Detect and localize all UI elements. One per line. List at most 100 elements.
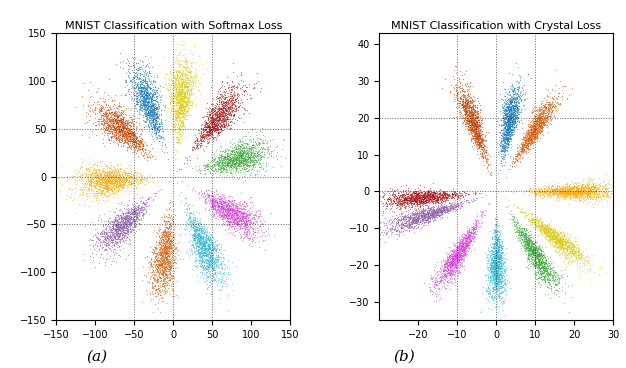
- Point: [96, 230, 106, 236]
- Point: [566, 244, 576, 250]
- Point: [200, 143, 210, 149]
- Point: [537, 115, 547, 121]
- Point: [577, 189, 587, 195]
- Point: [118, 176, 128, 182]
- Point: [146, 95, 156, 101]
- Point: [198, 130, 208, 135]
- Point: [572, 252, 582, 258]
- Point: [435, 208, 445, 213]
- Point: [224, 222, 234, 228]
- Point: [136, 209, 146, 215]
- Point: [503, 135, 513, 141]
- Point: [126, 207, 136, 213]
- Point: [136, 149, 146, 155]
- Point: [163, 233, 173, 239]
- Point: [180, 90, 190, 96]
- Point: [545, 225, 555, 231]
- Point: [108, 236, 118, 242]
- Point: [173, 138, 183, 144]
- Point: [467, 226, 477, 232]
- Point: [398, 201, 408, 207]
- Point: [160, 265, 170, 271]
- Point: [133, 141, 143, 147]
- Point: [103, 219, 113, 224]
- Point: [565, 237, 575, 243]
- Point: [446, 272, 456, 278]
- Point: [533, 261, 543, 267]
- Point: [451, 254, 461, 260]
- Point: [414, 195, 424, 201]
- Point: [254, 230, 264, 236]
- Point: [110, 245, 120, 251]
- Point: [218, 205, 228, 211]
- Point: [233, 115, 244, 121]
- Point: [165, 230, 175, 236]
- Point: [150, 127, 160, 132]
- Point: [160, 255, 170, 261]
- Point: [177, 64, 187, 70]
- Point: [533, 119, 543, 125]
- Point: [526, 127, 536, 132]
- Point: [105, 110, 115, 116]
- Point: [209, 263, 219, 269]
- Point: [182, 107, 192, 113]
- Point: [169, 118, 179, 124]
- Point: [246, 151, 256, 157]
- Point: [519, 148, 529, 153]
- Point: [562, 239, 572, 245]
- Point: [212, 256, 222, 262]
- Point: [455, 252, 465, 258]
- Point: [218, 214, 228, 220]
- Point: [530, 265, 540, 271]
- Point: [217, 113, 227, 119]
- Point: [147, 93, 157, 99]
- Point: [440, 194, 450, 200]
- Point: [227, 159, 237, 165]
- Point: [241, 165, 251, 171]
- Point: [218, 107, 228, 113]
- Point: [524, 138, 534, 144]
- Point: [534, 123, 544, 128]
- Point: [447, 266, 457, 272]
- Point: [222, 221, 232, 227]
- Point: [212, 120, 222, 126]
- Point: [200, 234, 210, 240]
- Point: [541, 115, 551, 121]
- Point: [110, 180, 120, 186]
- Point: [531, 123, 541, 128]
- Point: [128, 91, 138, 97]
- Point: [562, 237, 572, 243]
- Point: [232, 84, 242, 90]
- Point: [428, 210, 438, 216]
- Point: [115, 223, 125, 229]
- Point: [462, 226, 472, 231]
- Point: [100, 226, 110, 232]
- Point: [128, 206, 138, 212]
- Point: [203, 198, 213, 204]
- Point: [240, 153, 250, 159]
- Point: [583, 183, 593, 189]
- Point: [593, 175, 603, 181]
- Point: [121, 125, 131, 131]
- Point: [226, 164, 236, 170]
- Point: [399, 215, 409, 221]
- Point: [543, 227, 553, 233]
- Point: [143, 112, 153, 118]
- Point: [220, 111, 230, 117]
- Point: [526, 138, 536, 144]
- Point: [464, 244, 474, 250]
- Point: [160, 288, 170, 294]
- Point: [538, 187, 548, 193]
- Point: [460, 108, 470, 114]
- Point: [520, 238, 530, 244]
- Point: [548, 186, 558, 192]
- Point: [530, 126, 540, 132]
- Point: [222, 153, 232, 159]
- Point: [151, 120, 161, 125]
- Point: [153, 242, 163, 248]
- Point: [217, 197, 227, 203]
- Point: [488, 263, 498, 269]
- Point: [229, 217, 239, 223]
- Point: [486, 248, 496, 254]
- Point: [421, 199, 431, 205]
